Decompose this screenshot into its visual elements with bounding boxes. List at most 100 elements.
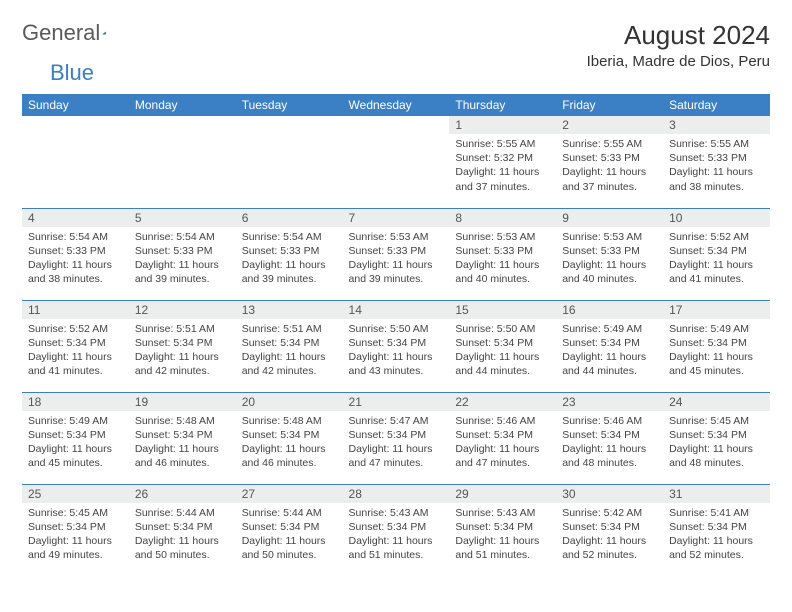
day-info-line: Daylight: 11 hours	[349, 258, 444, 272]
day-info-line: Daylight: 11 hours	[455, 350, 550, 364]
day-info-line: Sunset: 5:33 PM	[349, 244, 444, 258]
day-info-line: and 50 minutes.	[135, 548, 230, 562]
day-info-line: and 38 minutes.	[28, 272, 123, 286]
day-number: 24	[663, 393, 770, 411]
day-info-line: Sunset: 5:34 PM	[242, 520, 337, 534]
day-number: 3	[663, 116, 770, 134]
day-number: 2	[556, 116, 663, 134]
day-info-line: and 38 minutes.	[669, 180, 764, 194]
day-info-line: and 49 minutes.	[28, 548, 123, 562]
day-info-line: Sunrise: 5:54 AM	[135, 230, 230, 244]
calendar-cell: 9Sunrise: 5:53 AMSunset: 5:33 PMDaylight…	[556, 208, 663, 300]
day-header: Thursday	[449, 94, 556, 116]
calendar-cell: 20Sunrise: 5:48 AMSunset: 5:34 PMDayligh…	[236, 392, 343, 484]
day-info-line: Sunrise: 5:43 AM	[455, 506, 550, 520]
day-info-line: and 37 minutes.	[455, 180, 550, 194]
day-info-line: Sunrise: 5:55 AM	[562, 137, 657, 151]
calendar-cell: 13Sunrise: 5:51 AMSunset: 5:34 PMDayligh…	[236, 300, 343, 392]
day-info-line: Sunset: 5:33 PM	[562, 151, 657, 165]
logo-sail-icon	[102, 23, 106, 43]
day-info: Sunrise: 5:49 AMSunset: 5:34 PMDaylight:…	[663, 319, 770, 383]
day-info-line: Sunset: 5:34 PM	[669, 428, 764, 442]
day-info-line: Sunrise: 5:53 AM	[562, 230, 657, 244]
day-info: Sunrise: 5:44 AMSunset: 5:34 PMDaylight:…	[129, 503, 236, 567]
day-info-line: Daylight: 11 hours	[455, 534, 550, 548]
day-info: Sunrise: 5:54 AMSunset: 5:33 PMDaylight:…	[236, 227, 343, 291]
day-info-line: Sunrise: 5:49 AM	[669, 322, 764, 336]
day-info: Sunrise: 5:53 AMSunset: 5:33 PMDaylight:…	[556, 227, 663, 291]
day-info-line: and 46 minutes.	[242, 456, 337, 470]
day-info-line: Daylight: 11 hours	[349, 534, 444, 548]
day-header: Friday	[556, 94, 663, 116]
day-info-line: Daylight: 11 hours	[349, 442, 444, 456]
calendar-table: Sunday Monday Tuesday Wednesday Thursday…	[22, 94, 770, 576]
day-info-line: Sunset: 5:34 PM	[349, 520, 444, 534]
day-info-line: Sunset: 5:34 PM	[455, 336, 550, 350]
day-info: Sunrise: 5:49 AMSunset: 5:34 PMDaylight:…	[556, 319, 663, 383]
day-info-line: Sunrise: 5:49 AM	[562, 322, 657, 336]
day-number: 18	[22, 393, 129, 411]
day-info-line: Sunrise: 5:43 AM	[349, 506, 444, 520]
day-number: 15	[449, 301, 556, 319]
day-info-line: Sunrise: 5:47 AM	[349, 414, 444, 428]
day-info-line: Sunset: 5:33 PM	[242, 244, 337, 258]
day-number: 23	[556, 393, 663, 411]
calendar-cell: 3Sunrise: 5:55 AMSunset: 5:33 PMDaylight…	[663, 116, 770, 208]
day-info-line: Sunset: 5:33 PM	[562, 244, 657, 258]
day-number: 26	[129, 485, 236, 503]
day-info-line: and 41 minutes.	[28, 364, 123, 378]
day-number: 20	[236, 393, 343, 411]
day-info-line: Sunset: 5:34 PM	[562, 428, 657, 442]
day-info-line: and 44 minutes.	[455, 364, 550, 378]
day-info-line: Sunset: 5:34 PM	[28, 428, 123, 442]
day-info-line: Sunset: 5:34 PM	[349, 428, 444, 442]
calendar-week-row: 25Sunrise: 5:45 AMSunset: 5:34 PMDayligh…	[22, 484, 770, 576]
day-info: Sunrise: 5:55 AMSunset: 5:33 PMDaylight:…	[663, 134, 770, 198]
day-info-line: Sunrise: 5:51 AM	[135, 322, 230, 336]
day-info-line: and 47 minutes.	[455, 456, 550, 470]
day-info-line: and 48 minutes.	[669, 456, 764, 470]
day-number: 28	[343, 485, 450, 503]
day-info-line: Daylight: 11 hours	[242, 258, 337, 272]
day-number: 17	[663, 301, 770, 319]
day-info-line: Daylight: 11 hours	[135, 350, 230, 364]
day-info-line: Sunrise: 5:44 AM	[242, 506, 337, 520]
day-info-line: Sunrise: 5:44 AM	[135, 506, 230, 520]
day-number: 22	[449, 393, 556, 411]
day-info: Sunrise: 5:46 AMSunset: 5:34 PMDaylight:…	[556, 411, 663, 475]
day-number: 5	[129, 209, 236, 227]
day-info-line: and 43 minutes.	[349, 364, 444, 378]
day-info-line: and 44 minutes.	[562, 364, 657, 378]
calendar-cell: 1Sunrise: 5:55 AMSunset: 5:32 PMDaylight…	[449, 116, 556, 208]
calendar-cell: 30Sunrise: 5:42 AMSunset: 5:34 PMDayligh…	[556, 484, 663, 576]
day-info-line: Sunset: 5:34 PM	[669, 244, 764, 258]
day-info: Sunrise: 5:45 AMSunset: 5:34 PMDaylight:…	[22, 503, 129, 567]
day-info: Sunrise: 5:43 AMSunset: 5:34 PMDaylight:…	[449, 503, 556, 567]
day-info-line: and 47 minutes.	[349, 456, 444, 470]
day-info-line: Sunrise: 5:55 AM	[669, 137, 764, 151]
day-info-line: and 51 minutes.	[455, 548, 550, 562]
day-info-line: Sunset: 5:34 PM	[135, 336, 230, 350]
day-info-line: Daylight: 11 hours	[28, 258, 123, 272]
logo-text-blue: Blue	[50, 60, 94, 85]
day-info: Sunrise: 5:48 AMSunset: 5:34 PMDaylight:…	[129, 411, 236, 475]
day-info-line: Daylight: 11 hours	[455, 165, 550, 179]
calendar-cell: 31Sunrise: 5:41 AMSunset: 5:34 PMDayligh…	[663, 484, 770, 576]
calendar-header-row: Sunday Monday Tuesday Wednesday Thursday…	[22, 94, 770, 116]
day-info-line: and 40 minutes.	[455, 272, 550, 286]
day-number: 30	[556, 485, 663, 503]
day-info-line: Daylight: 11 hours	[669, 534, 764, 548]
day-info-line: and 37 minutes.	[562, 180, 657, 194]
day-info-line: Sunrise: 5:52 AM	[669, 230, 764, 244]
day-info-line: and 45 minutes.	[28, 456, 123, 470]
calendar-cell: 17Sunrise: 5:49 AMSunset: 5:34 PMDayligh…	[663, 300, 770, 392]
day-info-line: Sunrise: 5:53 AM	[455, 230, 550, 244]
day-info-line: Daylight: 11 hours	[455, 442, 550, 456]
day-number: 31	[663, 485, 770, 503]
calendar-cell: 25Sunrise: 5:45 AMSunset: 5:34 PMDayligh…	[22, 484, 129, 576]
day-info-line: Sunset: 5:34 PM	[28, 336, 123, 350]
day-info-line: Daylight: 11 hours	[562, 442, 657, 456]
day-number: 12	[129, 301, 236, 319]
day-info: Sunrise: 5:46 AMSunset: 5:34 PMDaylight:…	[449, 411, 556, 475]
calendar-cell: 21Sunrise: 5:47 AMSunset: 5:34 PMDayligh…	[343, 392, 450, 484]
